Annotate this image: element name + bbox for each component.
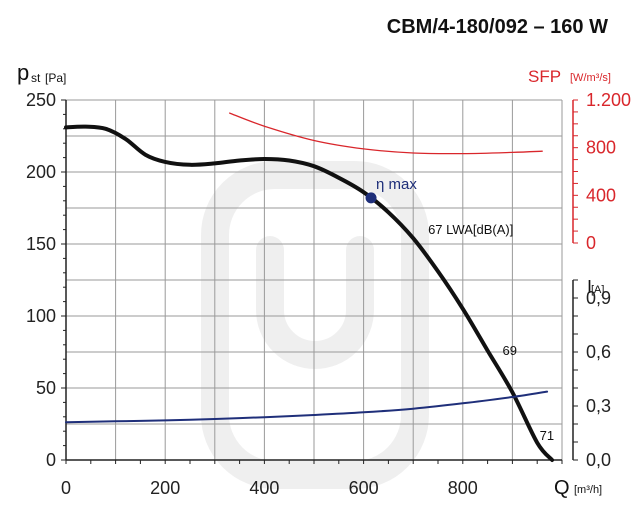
y-sfp-tick-label: 0 [586,233,596,253]
y-axis-current-label-unit: [A] [591,284,604,296]
y-axis-current-label-main: I [587,277,592,297]
y-axis-left-label-sub: st [31,71,41,85]
axes [61,99,578,464]
y-axis-current-label: I [A] [587,277,604,297]
y-left-tick-label: 200 [26,162,56,182]
y-axis-left-label-main: p [17,60,29,85]
annotations: η max 67 LWA[dB(A)] 69 71 [365,176,554,443]
x-axis-label-main: Q [554,477,570,499]
noise-level-annotation: 69 [502,343,516,358]
y-left-tick-label: 250 [26,90,56,110]
y-axis-left-label: p st [Pa] [17,60,66,85]
grid [65,99,563,461]
tick-labels: 0 50 100 150 200 250 0 200 400 600 800 0 400 800 1.200… [26,90,631,498]
y-current-tick-label: 0,0 [586,450,611,470]
y-axis-sfp-label: SFP [W/m³/s] [528,67,611,86]
y-sfp-tick-label: 400 [586,185,616,205]
y-sfp-tick-label: 1.200 [586,90,631,110]
series-lines [64,112,555,462]
y-current-tick-label: 0,9 [586,288,611,308]
x-tick-label: 0 [61,478,71,498]
y-sfp-tick-label: 800 [586,138,616,158]
y-left-tick-label: 0 [46,450,56,470]
plug-watermark-icon [201,161,429,489]
series-line-current [65,390,549,424]
y-axis-sfp-label-unit: [W/m³/s] [570,72,611,84]
x-tick-label: 600 [349,478,379,498]
x-axis-label: Q [m³/h] [554,477,602,499]
y-left-tick-label: 50 [36,378,56,398]
y-left-tick-label: 150 [26,234,56,254]
y-left-tick-label: 100 [26,306,56,326]
x-tick-label: 200 [150,478,180,498]
y-current-tick-label: 0,3 [586,396,611,416]
x-tick-label: 400 [249,478,279,498]
y-current-tick-label: 0,6 [586,342,611,362]
eta-max-label: η max [376,176,417,193]
series-line-pressure [64,124,555,462]
y-axis-left-label-unit: [Pa] [45,71,66,85]
x-axis-label-unit: [m³/h] [574,484,602,496]
series-line-sfp [229,112,543,155]
y-axis-sfp-label-main: SFP [528,67,561,86]
eta-max-point [365,192,377,204]
chart-title: CBM/4-180/092 – 160 W [387,16,608,38]
noise-level-annotation: 71 [540,428,554,443]
x-tick-label: 800 [448,478,478,498]
noise-level-annotation: 67 LWA[dB(A)] [428,222,513,237]
